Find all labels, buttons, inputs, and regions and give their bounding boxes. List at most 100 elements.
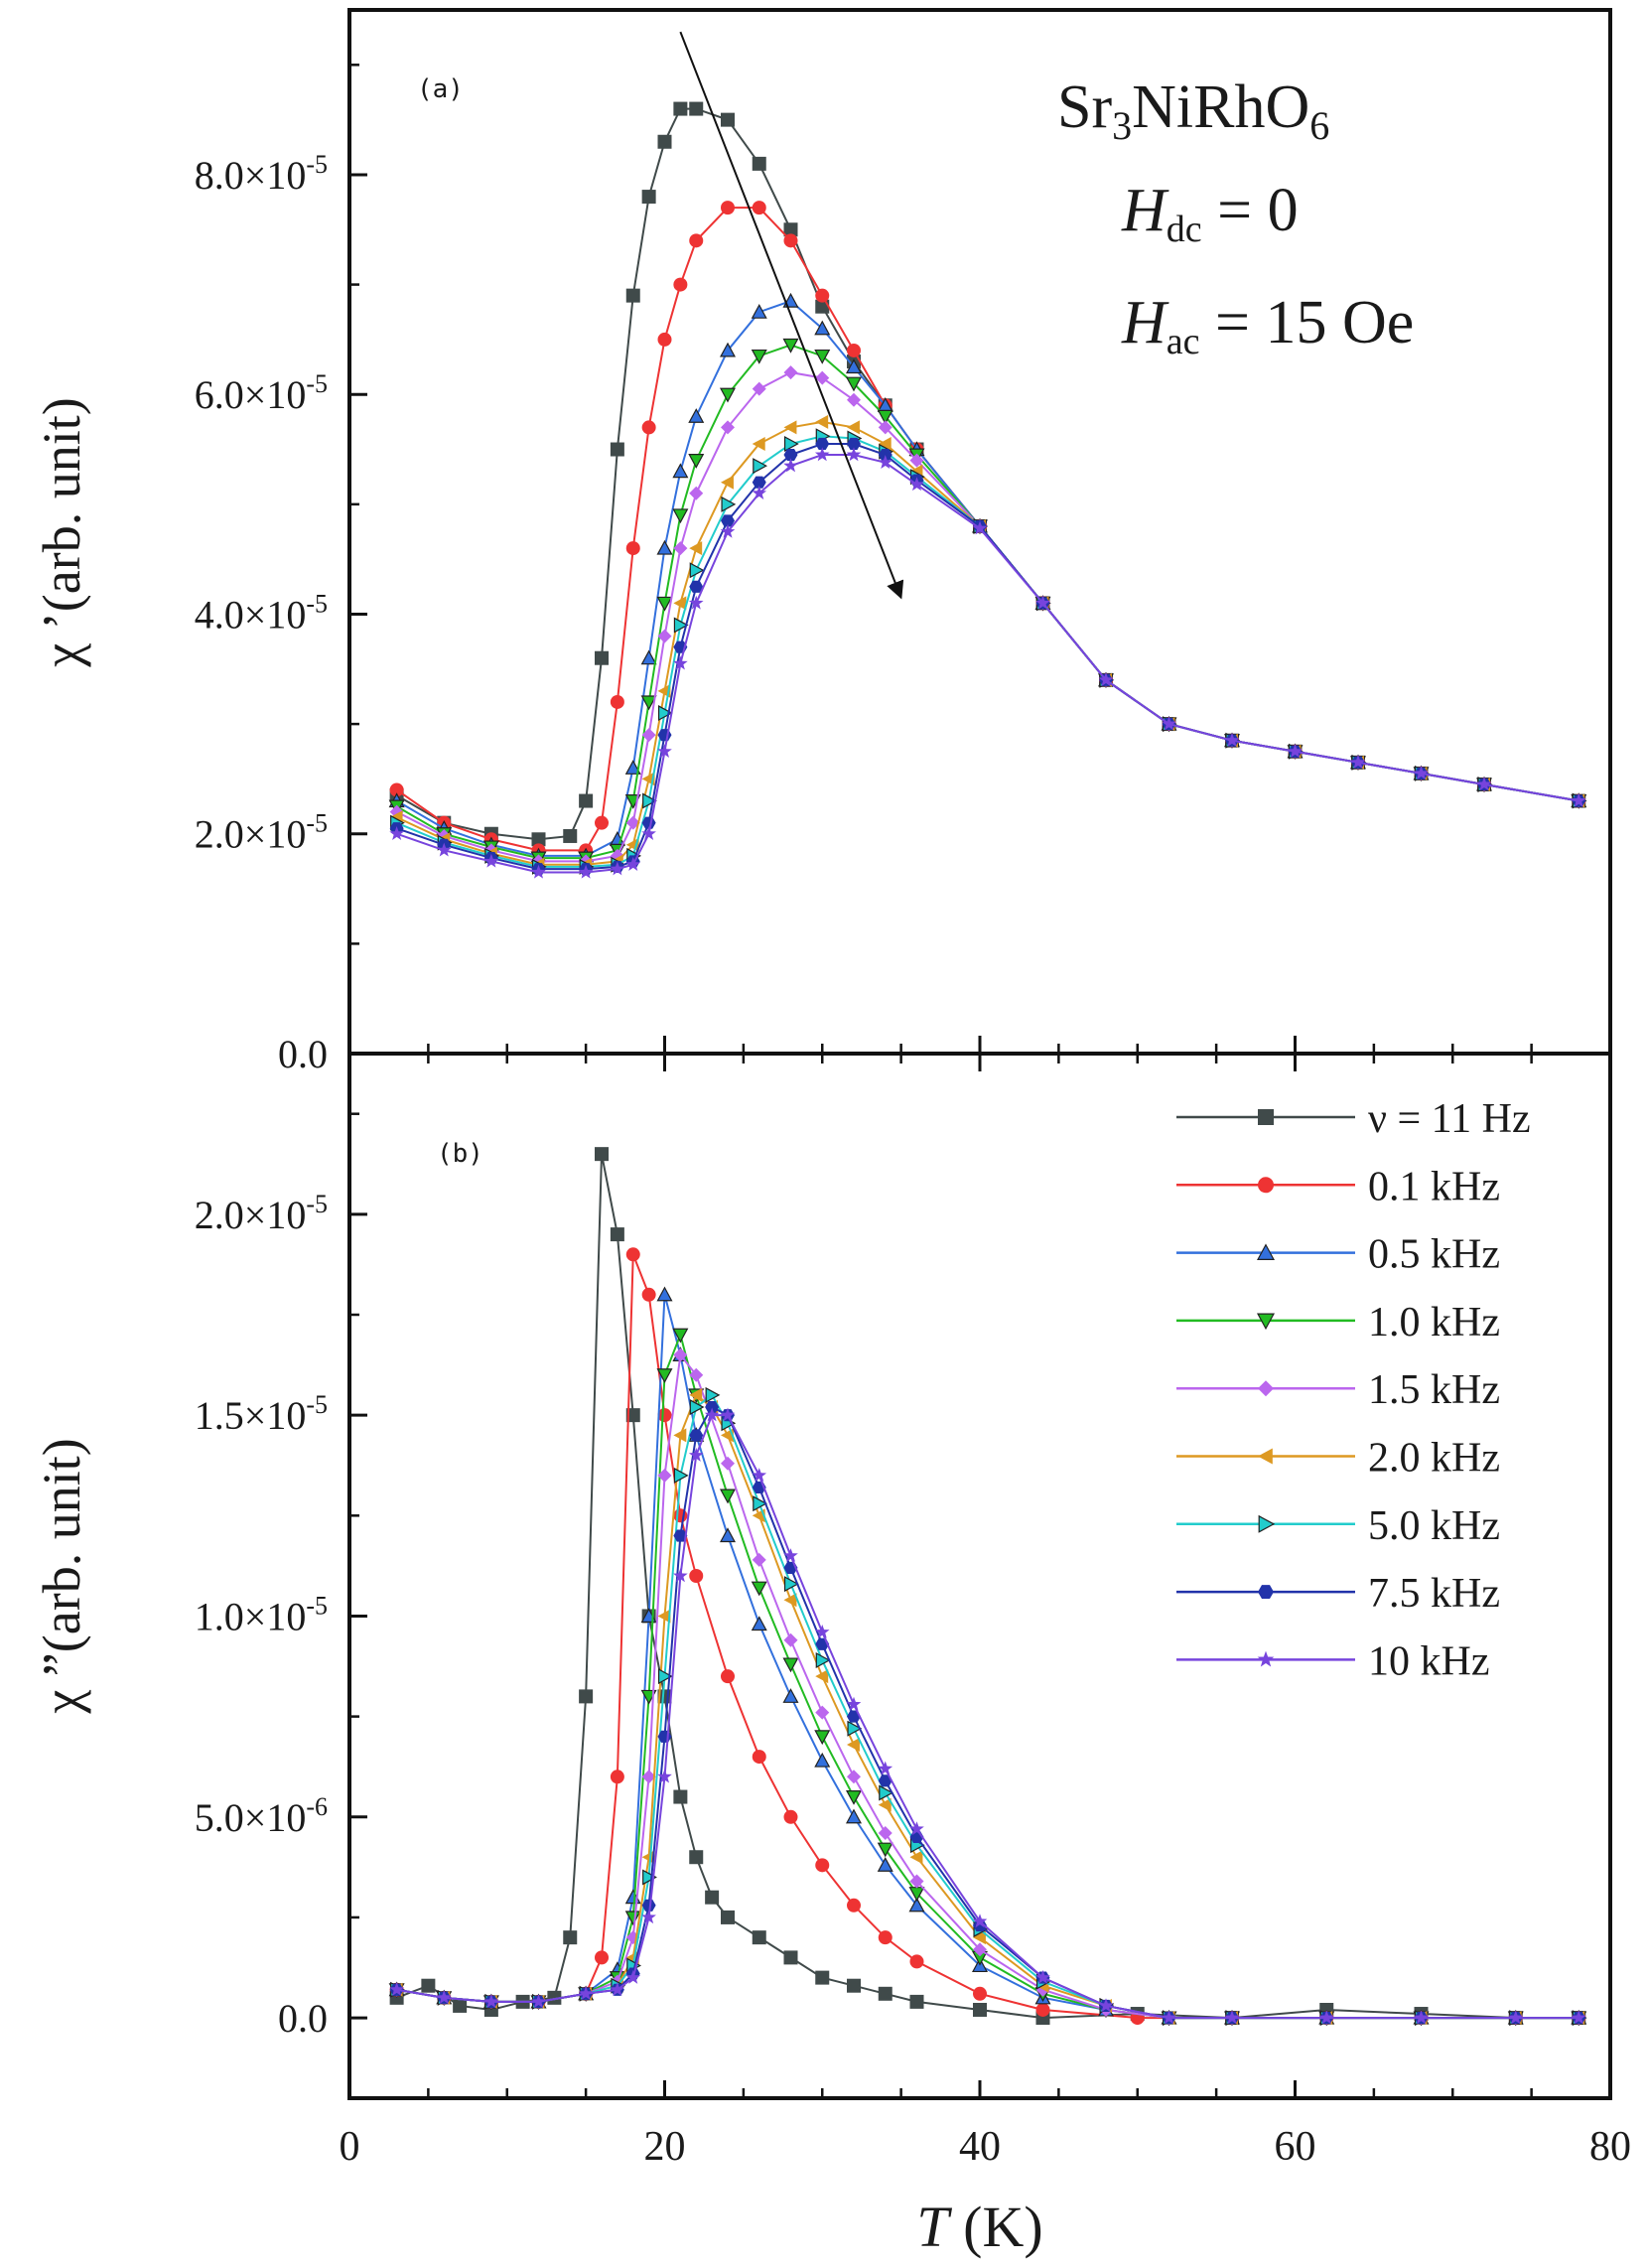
y-tick-label: 2.0×10-5 <box>195 1190 328 1237</box>
data-point <box>531 864 546 879</box>
data-point <box>1508 2010 1524 2025</box>
panel-b-imaginary-susceptibility: 0.0 5.0×10-6 1.0×10-5 1.5×10-5 2.0×10-5 0 20 4… <box>32 1052 1631 2259</box>
data-point <box>1035 1969 1050 1984</box>
data-point <box>642 792 657 809</box>
data-point <box>878 455 893 470</box>
data-point <box>878 436 892 451</box>
data-point <box>689 101 704 116</box>
data-point <box>595 650 609 665</box>
data-point <box>625 857 641 871</box>
data-point <box>657 332 672 347</box>
data-point <box>641 826 656 840</box>
data-point <box>973 1942 987 1957</box>
data-point <box>909 477 924 492</box>
data-point <box>972 1914 988 1928</box>
data-point <box>656 596 673 612</box>
data-point <box>847 437 861 451</box>
data-point <box>847 1770 861 1784</box>
data-point <box>721 1910 735 1924</box>
data-point <box>721 1669 735 1684</box>
data-point <box>641 1770 656 1784</box>
y-tick-label: 2.0×10-5 <box>195 809 328 857</box>
data-point <box>673 617 689 634</box>
data-point <box>672 508 689 524</box>
data-point <box>783 1950 798 1965</box>
data-point <box>1162 716 1176 731</box>
data-point <box>640 695 657 711</box>
hdc-symbol: H <box>1121 177 1169 244</box>
formula-part: NiRhO <box>1132 73 1309 141</box>
data-point <box>783 1548 798 1562</box>
data-point <box>782 1688 799 1703</box>
x-tick-label: 20 <box>644 2124 686 2170</box>
data-point <box>657 134 672 149</box>
data-point <box>972 520 988 535</box>
data-point <box>689 233 704 248</box>
legend-item-2-0-khz: 2.0 kHz <box>1176 1436 1500 1482</box>
data-point <box>878 420 893 435</box>
hac-symbol: H <box>1121 289 1169 356</box>
data-point <box>673 1529 688 1542</box>
data-point <box>689 1850 704 1865</box>
series-line <box>396 435 1579 868</box>
data-point <box>721 420 735 435</box>
data-point <box>625 541 640 556</box>
data-point <box>483 853 499 868</box>
data-point <box>705 1400 720 1414</box>
series-line <box>396 1405 1579 2020</box>
data-point <box>595 1950 609 1965</box>
y-tick-label: 1.0×10-5 <box>195 1591 328 1638</box>
data-point <box>1098 1998 1114 2013</box>
legend-marker <box>1258 1585 1274 1600</box>
data-point <box>752 1552 766 1567</box>
data-point <box>753 1495 768 1512</box>
data-point <box>641 1910 656 1924</box>
data-point <box>578 864 594 879</box>
legend-label: ν = 11 Hz <box>1368 1096 1531 1142</box>
data-point <box>814 1752 831 1768</box>
data-point <box>721 475 734 490</box>
panel-b-y-axis-label: χ ”(arb. unit) <box>32 1438 91 1714</box>
series-0-5-khz <box>388 292 1587 863</box>
panel-a-y-ticks: 0.0 2.0×10-5 4.0×10-5 6.0×10-5 8.0×10-5 <box>195 64 367 1076</box>
formula-part: 3 <box>1112 103 1132 148</box>
y-tick-label: 0.0 <box>278 1996 328 2041</box>
series-7-5-khz <box>389 1400 1586 2025</box>
data-point <box>641 1899 656 1912</box>
data-point <box>673 101 688 116</box>
data-point <box>783 1632 798 1647</box>
y-tick-label: 4.0×10-5 <box>195 589 328 637</box>
x-tick-label: 40 <box>959 2124 1001 2170</box>
data-point <box>783 1809 798 1824</box>
y-tick-label: 0.0 <box>278 1032 328 1076</box>
data-point <box>1414 2010 1429 2025</box>
data-point <box>847 343 861 357</box>
data-point <box>640 649 657 665</box>
data-point <box>719 387 737 403</box>
data-point <box>642 1869 657 1886</box>
data-point <box>719 1488 737 1504</box>
data-point <box>973 2002 987 2017</box>
data-point <box>751 303 767 319</box>
data-point <box>847 392 861 407</box>
data-point <box>689 541 703 556</box>
data-point <box>1162 2010 1176 2025</box>
data-point <box>704 1407 720 1422</box>
data-point <box>531 1994 546 2009</box>
y-tick-label: 8.0×10-5 <box>195 150 328 198</box>
data-point <box>814 1624 830 1638</box>
legend-label: 2.0 kHz <box>1368 1436 1500 1482</box>
data-point <box>610 861 625 876</box>
data-point <box>847 1720 863 1737</box>
data-point <box>1476 777 1492 791</box>
hdc-subscript: dc <box>1167 209 1202 250</box>
data-point <box>625 288 640 303</box>
data-point <box>845 1808 863 1824</box>
data-point <box>878 1774 893 1787</box>
data-point <box>721 112 735 127</box>
data-point <box>657 1668 673 1685</box>
legend-marker <box>1258 1177 1274 1194</box>
series-line <box>396 1393 1579 2020</box>
panel-b-y-ticks: 0.0 5.0×10-6 1.0×10-5 1.5×10-5 2.0×10-5 <box>195 1112 367 2041</box>
